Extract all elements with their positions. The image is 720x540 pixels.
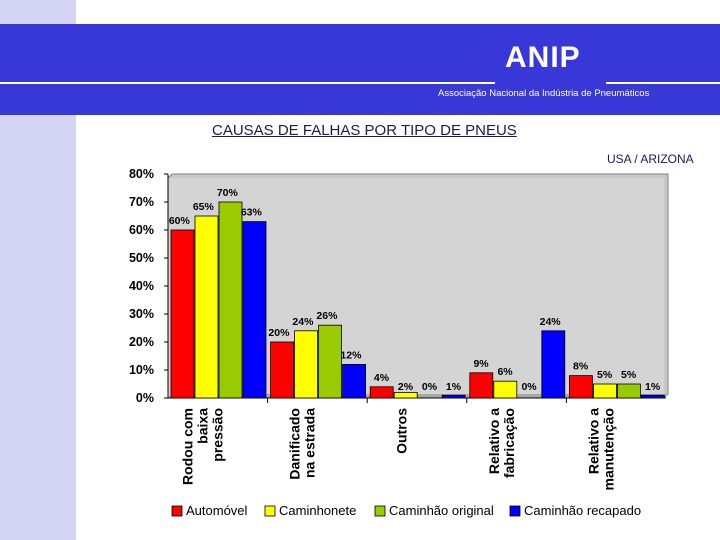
data-label: 60 (169, 215, 181, 227)
data-label-suffix: % (280, 327, 290, 339)
bar (294, 330, 319, 399)
data-label: 1 (446, 381, 452, 393)
data-label: 26 (316, 310, 328, 322)
y-tick-label: 50% (129, 251, 154, 265)
category-label: pressão (210, 408, 226, 462)
bar-chart: 0%10%20%30%40%50%60%70%80% 60 %65 %70 %63 %2… (129, 167, 669, 518)
category-label: baixa (195, 408, 211, 444)
y-tick-label: 20% (129, 335, 154, 349)
data-label: 5 (597, 369, 603, 381)
data-label-suffix: % (651, 381, 661, 393)
category-label: manutenção (600, 408, 616, 490)
banner-rule-right (606, 82, 720, 84)
data-label: 2 (398, 381, 404, 393)
data-label: 0 (422, 381, 428, 393)
brand-tagline: Associação Nacional da Indústria de Pneu… (438, 88, 650, 99)
banner-rule-left (0, 82, 495, 84)
data-label: 4 (374, 372, 380, 384)
bar (218, 201, 243, 399)
data-label: 20 (268, 327, 280, 339)
y-tick-label: 80% (129, 167, 154, 181)
bar (641, 394, 665, 399)
data-label-suffix: % (479, 358, 489, 370)
data-label-suffix: % (579, 361, 589, 373)
data-label-suffix: % (205, 201, 215, 213)
data-label-suffix: % (229, 187, 239, 199)
data-label: 1 (645, 381, 651, 393)
legend-swatch (264, 505, 276, 517)
bar (469, 372, 494, 399)
bar (369, 386, 394, 399)
region-label: USA / ARIZONA (607, 152, 694, 166)
data-label-suffix: % (503, 366, 513, 378)
legend-label: Caminhão original (389, 503, 494, 518)
data-labels: 60 %65 %70 %63 %20 %24% 26 %12 %4 %2% 0% 1 %9 %6 %0 %24… (169, 187, 661, 393)
data-label: 70 (217, 187, 229, 199)
data-label-suffix: % (253, 207, 263, 219)
data-label: 0 (521, 381, 527, 393)
data-label-suffix: % (627, 369, 637, 381)
y-tick-label: 10% (129, 363, 154, 377)
category-labels: Rodou com baixa pressão Danificado na estrad… (180, 408, 617, 491)
bar (318, 324, 343, 399)
category-label: Danificado (287, 408, 303, 480)
y-tick-label: 30% (129, 307, 154, 321)
bar (342, 363, 367, 399)
bar (568, 375, 593, 399)
data-label: 8 (573, 361, 579, 373)
bar (393, 391, 418, 399)
data-label: 5 (621, 369, 627, 381)
category-label: Relativo a (585, 408, 601, 474)
bar (541, 330, 566, 399)
y-tick-label: 40% (129, 279, 154, 293)
legend-label: Automóvel (186, 503, 248, 518)
category-label: na estrada (302, 408, 318, 478)
legend-swatch (509, 505, 521, 517)
data-label-suffix: % (380, 372, 390, 384)
category-label: Outros (394, 408, 410, 454)
y-tick-label: 0% (136, 391, 154, 405)
legend-swatch (374, 505, 386, 517)
category-label: Relativo a (486, 408, 502, 474)
category-label: Rodou com (180, 408, 196, 485)
data-label: 63 (241, 207, 253, 219)
legend-swatch (171, 505, 183, 517)
data-label-suffix: % (527, 381, 537, 393)
legend-label: Caminhonete (279, 503, 356, 518)
bar (616, 383, 641, 399)
data-label-suffix: % (181, 215, 191, 227)
y-tick-label: 60% (129, 223, 154, 237)
data-label: 24 (292, 316, 304, 328)
data-label: 6 (497, 366, 503, 378)
data-label-suffix: % (452, 381, 462, 393)
category-label: fabricação (501, 408, 517, 478)
data-label: 24 (540, 316, 552, 328)
bar (170, 229, 195, 399)
bar (242, 221, 267, 399)
data-label: 65 (193, 201, 205, 213)
data-label: 12 (340, 349, 352, 361)
page-title: CAUSAS DE FALHAS POR TIPO DE PNEUS (212, 122, 517, 139)
bar (270, 341, 295, 399)
bars (170, 201, 665, 399)
legend-label: Caminhão recapado (524, 503, 641, 518)
header-banner (0, 24, 720, 115)
data-label-suffix: % (551, 316, 561, 328)
bar (441, 394, 466, 399)
bar (592, 383, 617, 399)
legend: Automóvel Caminhonete Caminhão original Cam… (171, 503, 641, 518)
data-label-suffix: % (428, 381, 438, 393)
data-label-suffix: % (404, 381, 414, 393)
data-label-suffix: % (603, 369, 613, 381)
data-label-suffix: % (328, 310, 338, 322)
data-label-suffix: % (304, 316, 314, 328)
data-label: 9 (473, 358, 479, 370)
bar (194, 215, 219, 399)
brand-logo: ANIP (505, 41, 581, 74)
bar (493, 380, 518, 399)
data-label-suffix: % (352, 349, 362, 361)
y-tick-label: 70% (129, 195, 154, 209)
